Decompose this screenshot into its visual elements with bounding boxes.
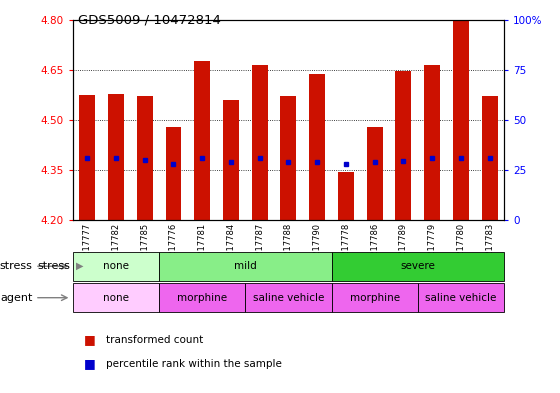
Text: none: none <box>103 261 129 271</box>
Text: GDS5009 / 10472814: GDS5009 / 10472814 <box>78 14 221 27</box>
Bar <box>482 96 497 220</box>
Bar <box>73 252 159 281</box>
Text: agent: agent <box>1 293 32 303</box>
Text: saline vehicle: saline vehicle <box>425 293 497 303</box>
Bar <box>367 127 382 220</box>
Text: mild: mild <box>234 261 256 271</box>
Text: ■: ■ <box>84 357 96 370</box>
Bar <box>332 252 504 281</box>
Bar <box>159 252 332 281</box>
Bar <box>395 72 411 220</box>
Bar <box>245 283 332 312</box>
Bar <box>159 283 245 312</box>
Text: morphine: morphine <box>177 293 227 303</box>
Bar <box>309 74 325 220</box>
Bar <box>80 95 95 220</box>
Bar <box>424 65 440 220</box>
Bar <box>108 94 124 220</box>
Bar <box>418 283 504 312</box>
Text: ▶: ▶ <box>76 261 83 271</box>
Bar <box>137 96 152 220</box>
Text: stress: stress <box>37 261 70 271</box>
Bar <box>166 127 181 220</box>
Bar <box>453 21 469 220</box>
Bar <box>338 172 354 220</box>
Text: saline vehicle: saline vehicle <box>253 293 324 303</box>
Bar <box>281 96 296 220</box>
Text: stress: stress <box>0 261 32 271</box>
Text: none: none <box>103 293 129 303</box>
Bar <box>252 65 268 220</box>
Bar <box>332 283 418 312</box>
Text: severe: severe <box>400 261 435 271</box>
Bar <box>194 61 210 220</box>
Text: morphine: morphine <box>349 293 400 303</box>
Text: transformed count: transformed count <box>106 335 204 345</box>
Text: ■: ■ <box>84 333 96 347</box>
Text: percentile rank within the sample: percentile rank within the sample <box>106 358 282 369</box>
Bar <box>223 100 239 220</box>
Bar <box>73 283 159 312</box>
